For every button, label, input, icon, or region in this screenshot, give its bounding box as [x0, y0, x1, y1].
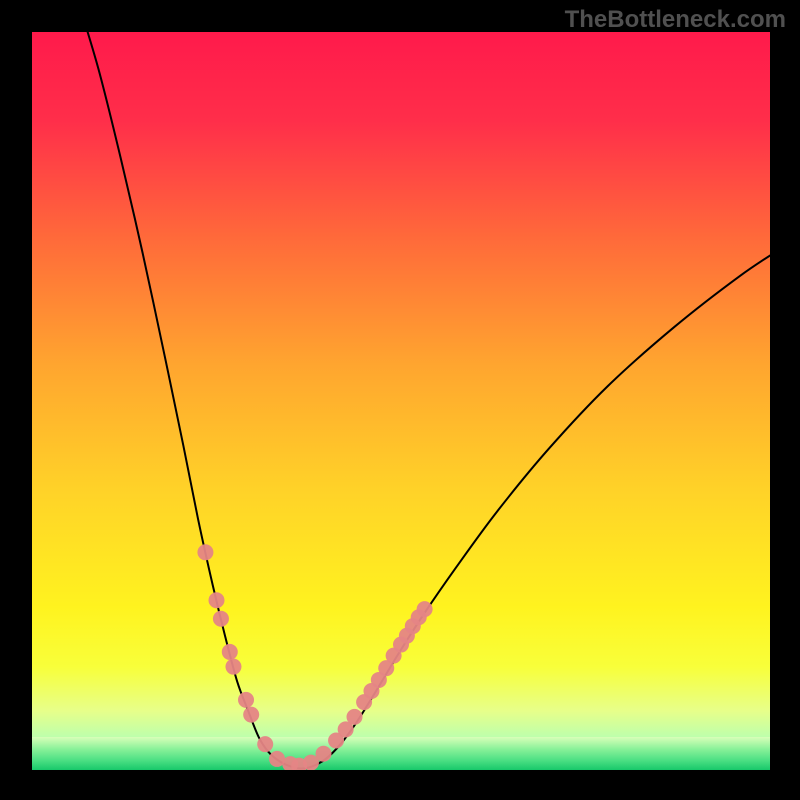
curve-marker — [257, 736, 273, 752]
curve-marker — [209, 592, 225, 608]
curve-marker — [222, 644, 238, 660]
curve-markers — [197, 544, 432, 770]
curve-marker — [347, 709, 363, 725]
curve-marker — [213, 611, 229, 627]
curve-marker — [197, 544, 213, 560]
chart-svg — [32, 32, 770, 770]
curve-marker — [225, 659, 241, 675]
curve-marker — [417, 601, 433, 617]
curve-marker — [243, 707, 259, 723]
attribution-text: TheBottleneck.com — [565, 6, 786, 34]
curve-marker — [316, 746, 332, 762]
curve-marker — [238, 692, 254, 708]
plot-area — [32, 32, 770, 770]
bottleneck-curve — [76, 32, 770, 769]
